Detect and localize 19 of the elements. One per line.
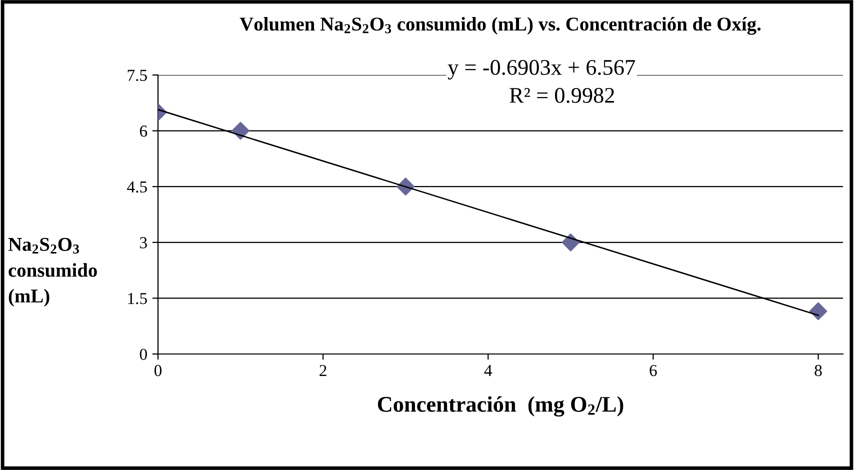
y-tick-label: 3 xyxy=(140,237,147,248)
annotation: R² = 0.9982 xyxy=(510,88,614,103)
y-tick-label: 1.5 xyxy=(128,292,147,304)
y-axis-title: Na$_{2}$S$_{2}$O$_{3}$ consumido (mL) xyxy=(8,238,97,307)
x-tick-label: 0 xyxy=(154,364,162,376)
x-tick-label: 4 xyxy=(484,365,492,376)
point xyxy=(809,302,828,320)
chart-title: Volumen Na$_{2}$S$_{2}$O$_{3}$ consumido (mL) vs. Concentración de Oxíg. xyxy=(240,16,761,35)
y-tick-label: 4.5 xyxy=(127,181,147,193)
x-axis-title: Concentración (mg O$_{2}$/L) xyxy=(378,396,624,417)
point xyxy=(232,122,250,140)
y-tick-label: 0 xyxy=(140,348,147,360)
point xyxy=(562,233,580,252)
y-tick-label: 6 xyxy=(140,126,148,137)
x-tick-label: 6 xyxy=(650,364,657,376)
x-tick-label: 8 xyxy=(814,364,822,376)
annotation: y = -0.6903x + 6.567 xyxy=(448,60,635,80)
y-tick-label: 7.5 xyxy=(128,70,147,82)
x-tick-label: 2 xyxy=(320,364,326,376)
